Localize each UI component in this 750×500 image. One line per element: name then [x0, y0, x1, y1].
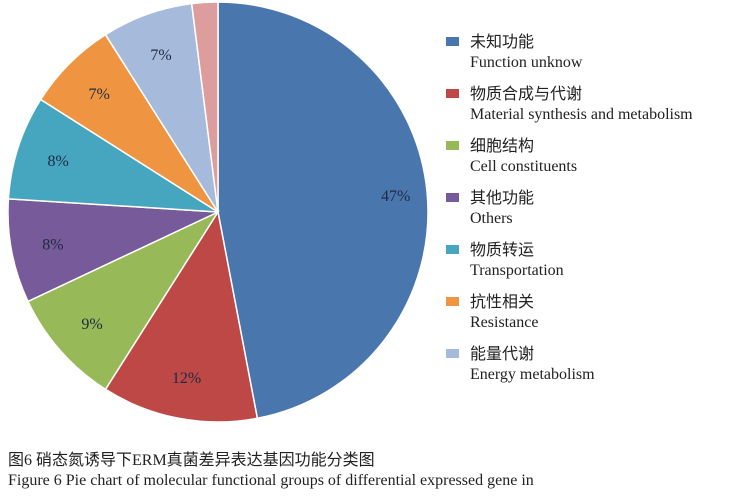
legend-label-en: Cell constituents — [470, 158, 578, 175]
legend-label-en: Others — [470, 210, 513, 227]
slice-data-label: 8% — [42, 236, 63, 253]
legend-label-en: Material synthesis and metabolism — [470, 106, 693, 123]
legend-label-en: Resistance — [470, 314, 539, 331]
legend-swatch — [446, 349, 459, 358]
pie-slice — [190, 1, 219, 213]
slice-data-label: 7% — [89, 86, 110, 103]
legend-swatch — [446, 193, 459, 202]
legend-swatch — [446, 37, 459, 46]
legend-label-en: Transportation — [470, 262, 564, 279]
legend-label-cn: 其他功能 — [470, 190, 535, 207]
slice-data-label: 47% — [381, 188, 410, 205]
legend-label-cn: 物质合成与代谢 — [470, 86, 583, 103]
legend-label-cn: 物质转运 — [470, 242, 535, 259]
pie-slice — [26, 210, 221, 391]
pie-slice — [104, 209, 259, 423]
slice-data-label: 7% — [150, 47, 171, 64]
legend-label-cn: 细胞结构 — [470, 138, 535, 155]
legend-swatch — [446, 141, 459, 150]
legend-label-cn: 抗性相关 — [470, 294, 535, 311]
legend-swatch — [446, 297, 459, 306]
legend-swatch — [446, 89, 459, 98]
pie-chart: 47% 12% 9% 8% 8% 7% 7% — [7, 1, 429, 423]
caption-cn: 图6 硝态氮诱导下ERM真菌差异表达基因功能分类图 — [8, 452, 375, 469]
pie-slice — [7, 198, 219, 303]
pie-slice — [217, 1, 429, 420]
caption-en: Figure 6 Pie chart of molecular function… — [8, 472, 534, 489]
legend-label-cn: 能量代谢 — [470, 346, 535, 363]
slice-data-label: 12% — [172, 370, 201, 387]
legend-label-cn: 未知功能 — [470, 34, 535, 51]
legend-label-en: Energy metabolism — [470, 366, 595, 383]
legend-swatch — [446, 245, 459, 254]
legend-label-en: Function unknow — [470, 54, 583, 71]
slice-data-label: 9% — [81, 316, 102, 333]
slice-data-label: 8% — [48, 153, 69, 170]
pie-slice — [7, 98, 219, 213]
